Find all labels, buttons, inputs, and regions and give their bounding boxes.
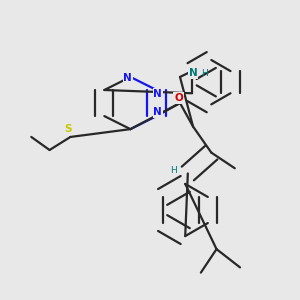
Text: N: N — [154, 89, 162, 99]
Text: N: N — [189, 68, 197, 78]
Text: N: N — [154, 107, 162, 117]
Text: N: N — [124, 73, 132, 83]
Text: O: O — [174, 93, 183, 103]
Text: H: H — [170, 167, 177, 176]
Text: H: H — [201, 68, 208, 77]
Text: S: S — [64, 124, 72, 134]
